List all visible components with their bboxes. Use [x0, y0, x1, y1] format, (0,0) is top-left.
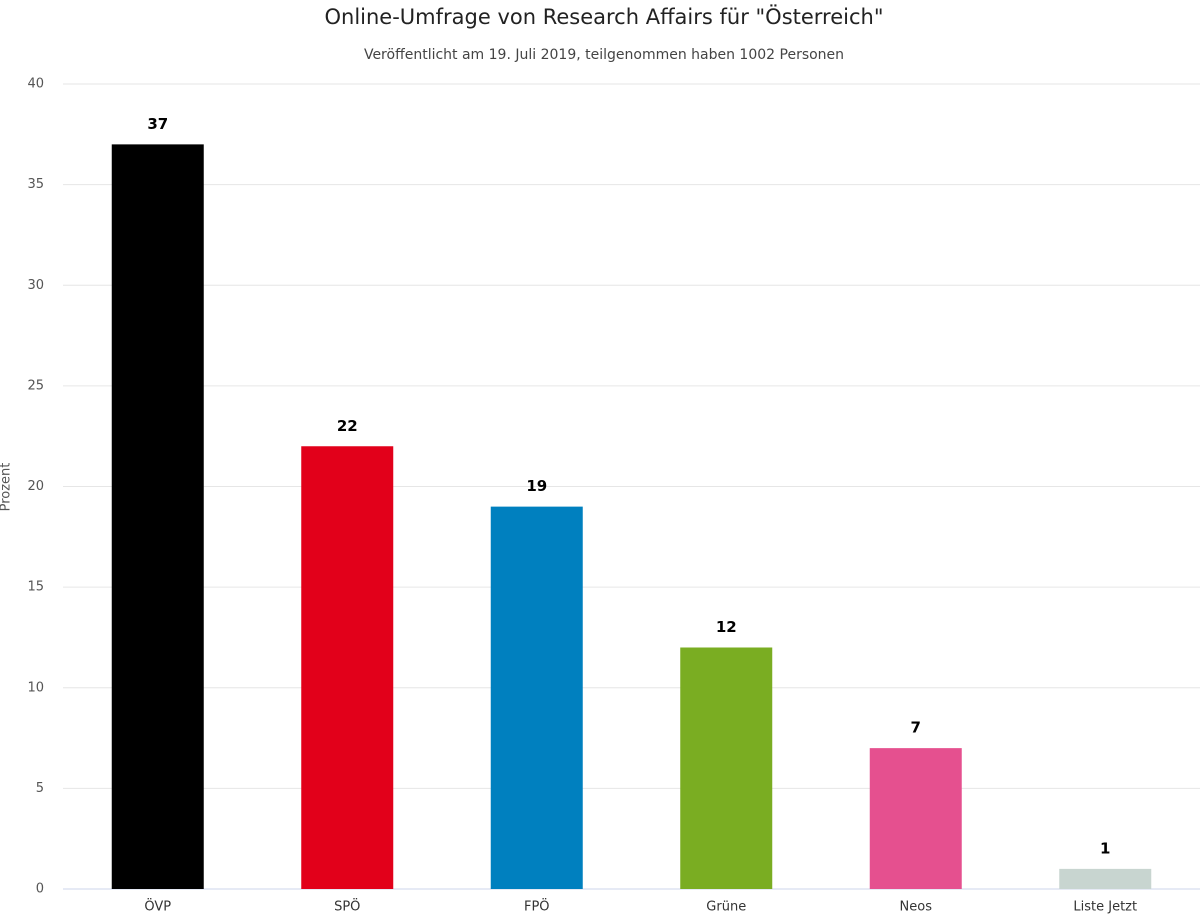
y-tick-label: 15 [27, 580, 44, 595]
x-tick-label: Neos [900, 900, 933, 915]
y-tick-label: 5 [36, 781, 44, 796]
y-tick-label: 40 [27, 77, 44, 92]
chart-title: Online-Umfrage von Research Affairs für … [324, 4, 883, 29]
x-tick-label: SPÖ [334, 898, 360, 915]
data-label: 7 [911, 719, 921, 737]
x-tick-label: FPÖ [524, 898, 550, 915]
x-tick-label: ÖVP [144, 898, 171, 915]
bar [490, 506, 583, 889]
bar [680, 647, 773, 889]
bar [1059, 868, 1152, 889]
data-label: 1 [1100, 839, 1110, 857]
data-label: 19 [526, 477, 547, 495]
y-tick-label: 0 [36, 882, 44, 897]
y-tick-label: 10 [27, 680, 44, 695]
y-tick-label: 35 [27, 177, 44, 192]
x-tick-label: Grüne [706, 900, 746, 915]
y-axis-label: Prozent [0, 463, 14, 512]
bar [111, 144, 204, 889]
y-tick-label: 25 [27, 378, 44, 393]
x-tick-label: Liste Jetzt [1073, 900, 1137, 915]
chart-subtitle: Veröffentlicht am 19. Juli 2019, teilgen… [364, 47, 844, 63]
data-label: 12 [716, 618, 737, 636]
data-label: 22 [337, 417, 358, 435]
bar [301, 446, 394, 889]
bar [869, 748, 962, 889]
data-label: 37 [147, 115, 168, 133]
y-tick-label: 30 [27, 278, 44, 293]
y-tick-label: 20 [27, 479, 44, 494]
